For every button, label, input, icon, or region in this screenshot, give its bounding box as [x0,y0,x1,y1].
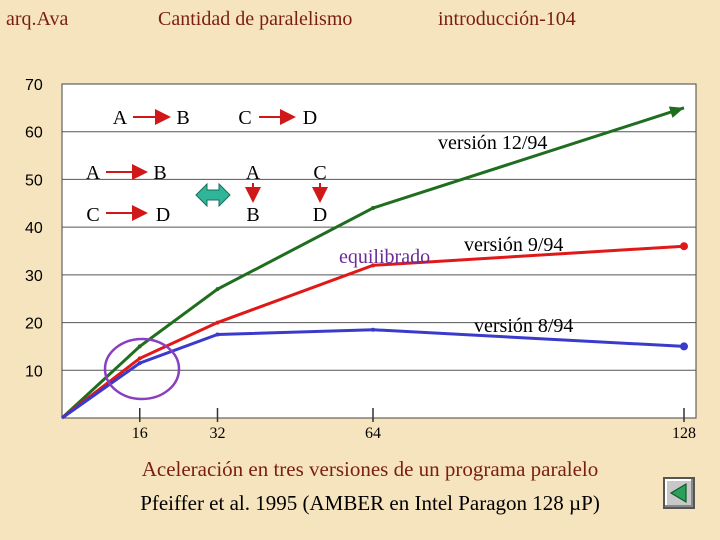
y-tick-label-70: 70 [25,77,43,94]
grid-left-c: C [86,204,99,226]
grid-left-b: B [153,162,166,184]
series-point-0-1 [137,344,142,349]
series-point-1-3 [371,263,375,268]
diagram-row1-d: D [303,107,317,129]
series-point-2-4 [680,342,688,351]
series-label-8-94: versión 8/94 [474,315,573,337]
y-tick-label-20: 20 [25,316,43,333]
back-button[interactable] [663,477,695,509]
y-tick-label-50: 50 [25,172,43,189]
grid-right-d: D [313,204,327,226]
series-point-2-3 [371,327,375,332]
x-tick-label-16: 16 [132,425,148,442]
grid-left-a: A [86,162,101,184]
series-point-0-3 [371,206,375,211]
header-title: Cantidad de paralelismo [158,8,353,30]
x-tick-label-64: 64 [365,425,381,442]
header-left: arq.Ava [6,8,69,30]
series-point-2-1 [137,361,142,366]
x-tick-label-32: 32 [210,425,226,442]
exchange-arrow-icon [195,182,231,208]
y-tick-label-30: 30 [25,268,43,285]
diagram-row1-a: A [113,107,128,129]
header-right: introducción-104 [438,8,576,30]
series-label-12-94: versión 12/94 [438,132,547,154]
caption-line1: Aceleración en tres versiones de un prog… [141,457,599,481]
series-point-0-4 [668,106,684,118]
grid-right-b: B [246,204,259,226]
y-tick-label-60: 60 [25,125,43,142]
series-point-0-2 [215,287,220,292]
caption-line2: Pfeiffer et al. 1995 (AMBER en Intel Par… [140,491,600,515]
annotation-equilibrado: equilibrado [339,246,430,268]
grid-right-c: C [313,162,326,184]
series-point-2-2 [215,332,220,337]
series-point-1-4 [680,242,688,251]
y-tick-label-10: 10 [25,363,43,380]
x-tick-label-128: 128 [672,425,696,442]
series-label-9-94: versión 9/94 [464,234,563,256]
series-point-1-1 [137,356,142,361]
diagram-row1-c: C [238,107,251,129]
diagram-row1-b: B [176,107,189,129]
highlight-circle [103,337,181,401]
y-tick-label-40: 40 [25,220,43,237]
series-point-1-2 [215,320,220,325]
back-arrow-icon [669,482,687,504]
grid-right-a: A [246,162,261,184]
grid-left-d: D [156,204,170,226]
